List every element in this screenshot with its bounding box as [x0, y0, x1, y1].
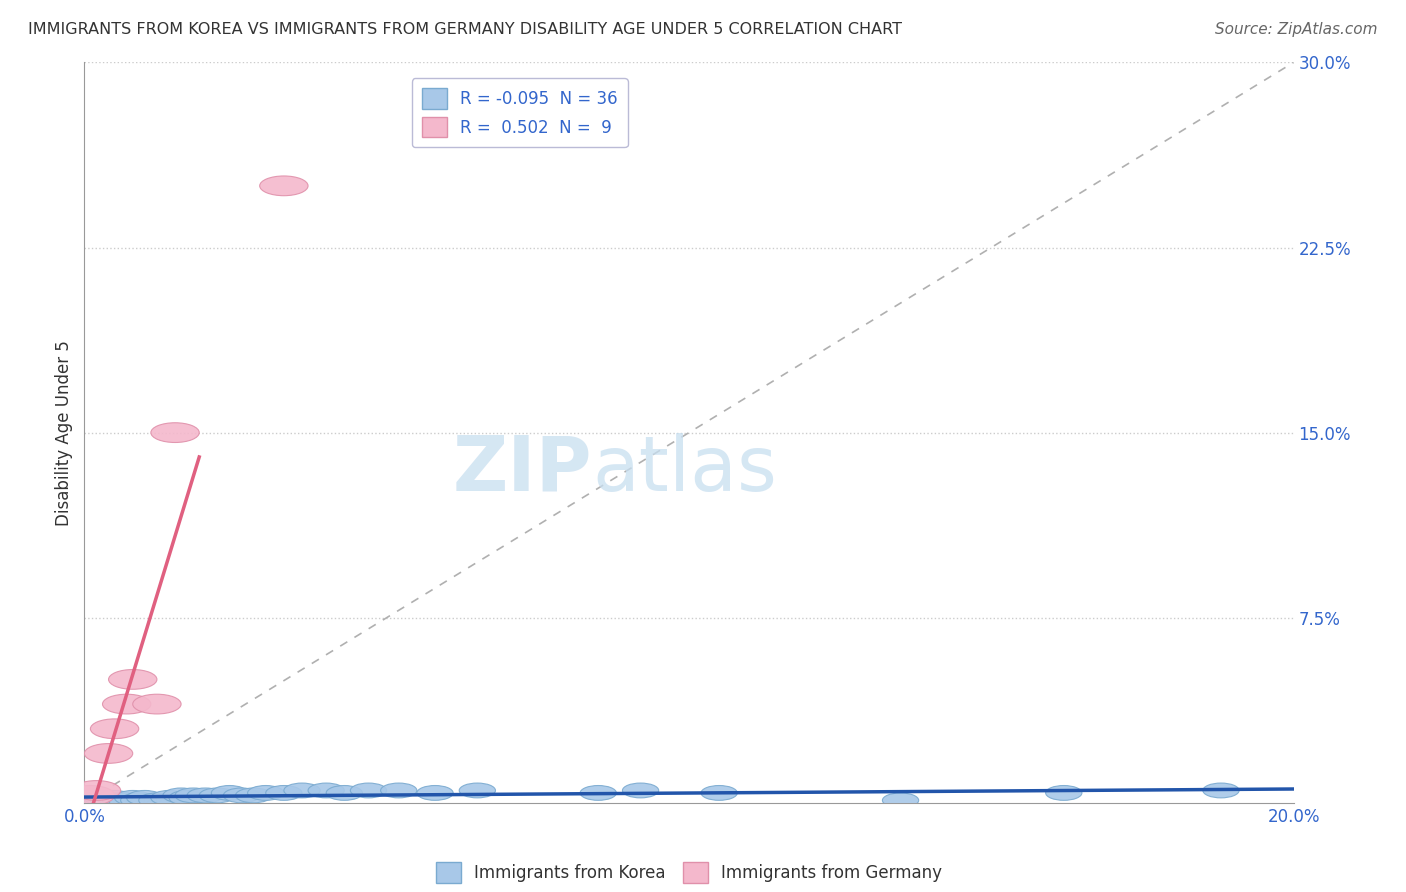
Text: atlas: atlas — [592, 433, 778, 507]
Circle shape — [90, 719, 139, 739]
Text: ZIP: ZIP — [453, 433, 592, 507]
Circle shape — [174, 788, 211, 803]
Circle shape — [308, 783, 344, 797]
Circle shape — [247, 786, 284, 800]
Circle shape — [260, 176, 308, 195]
Circle shape — [139, 793, 176, 808]
Circle shape — [200, 788, 236, 803]
Circle shape — [79, 793, 115, 808]
Circle shape — [66, 786, 115, 805]
Circle shape — [266, 786, 302, 800]
Text: IMMIGRANTS FROM KOREA VS IMMIGRANTS FROM GERMANY DISABILITY AGE UNDER 5 CORRELAT: IMMIGRANTS FROM KOREA VS IMMIGRANTS FROM… — [28, 22, 903, 37]
Y-axis label: Disability Age Under 5: Disability Age Under 5 — [55, 340, 73, 525]
Circle shape — [163, 788, 200, 803]
Circle shape — [326, 786, 363, 800]
Circle shape — [284, 783, 321, 797]
Circle shape — [211, 786, 247, 800]
Circle shape — [187, 788, 224, 803]
Circle shape — [103, 694, 150, 714]
Circle shape — [127, 790, 163, 805]
Circle shape — [381, 783, 418, 797]
Circle shape — [169, 790, 205, 805]
Circle shape — [150, 423, 200, 442]
Circle shape — [1046, 786, 1083, 800]
Circle shape — [72, 780, 121, 800]
Circle shape — [72, 790, 108, 805]
Circle shape — [1204, 783, 1239, 797]
Circle shape — [108, 793, 145, 808]
Circle shape — [623, 783, 658, 797]
Circle shape — [418, 786, 453, 800]
Circle shape — [224, 788, 260, 803]
Circle shape — [702, 786, 737, 800]
Circle shape — [883, 793, 918, 808]
Circle shape — [84, 744, 132, 764]
Circle shape — [84, 790, 121, 805]
Circle shape — [581, 786, 616, 800]
Circle shape — [150, 790, 187, 805]
Circle shape — [350, 783, 387, 797]
Circle shape — [121, 793, 157, 808]
Circle shape — [132, 694, 181, 714]
Circle shape — [108, 670, 157, 690]
Legend: Immigrants from Korea, Immigrants from Germany: Immigrants from Korea, Immigrants from G… — [429, 855, 949, 889]
Circle shape — [103, 793, 139, 808]
Text: Source: ZipAtlas.com: Source: ZipAtlas.com — [1215, 22, 1378, 37]
Circle shape — [97, 790, 132, 805]
Circle shape — [460, 783, 495, 797]
Circle shape — [84, 793, 121, 808]
Circle shape — [236, 788, 271, 803]
Circle shape — [115, 790, 150, 805]
Circle shape — [90, 793, 127, 808]
